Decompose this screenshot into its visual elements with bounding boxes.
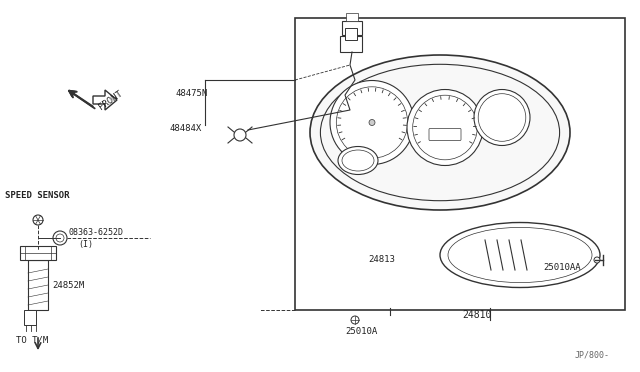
Text: 24852M: 24852M [52,280,84,289]
Circle shape [478,94,526,141]
Ellipse shape [310,55,570,210]
Circle shape [56,234,64,242]
Circle shape [330,80,414,164]
Circle shape [234,129,246,141]
Polygon shape [93,90,117,110]
Text: 24810: 24810 [462,310,492,320]
Bar [28,260,48,310]
Text: JP/800-: JP/800- [575,350,610,359]
Bar [340,36,362,52]
FancyBboxPatch shape [62,68,92,90]
Text: 48475N: 48475N [175,89,207,97]
Circle shape [413,95,477,160]
Bar [346,13,358,21]
Circle shape [53,231,67,245]
Text: SPEED SENSOR: SPEED SENSOR [5,190,70,199]
Circle shape [407,90,483,166]
Text: 08363-6252D: 08363-6252D [68,228,123,237]
Bar [24,310,36,325]
FancyBboxPatch shape [429,128,461,141]
Bar [345,28,357,40]
Circle shape [336,87,408,158]
Ellipse shape [440,222,600,288]
Text: TO T/M: TO T/M [16,336,48,344]
Text: (I): (I) [78,240,93,248]
Bar [295,18,625,310]
Bar [20,246,56,260]
Circle shape [351,316,359,324]
Circle shape [33,215,43,225]
Ellipse shape [448,227,592,283]
Bar [342,21,362,35]
Ellipse shape [321,64,559,201]
Text: 25010AA: 25010AA [543,263,580,273]
Circle shape [369,119,375,125]
Circle shape [474,90,530,145]
Text: 24813: 24813 [368,256,395,264]
Text: FRONT: FRONT [97,89,124,111]
Ellipse shape [342,150,374,171]
Text: 48484X: 48484X [170,124,202,132]
Ellipse shape [338,147,378,174]
Circle shape [594,257,600,263]
Text: 25010A: 25010A [345,327,377,337]
